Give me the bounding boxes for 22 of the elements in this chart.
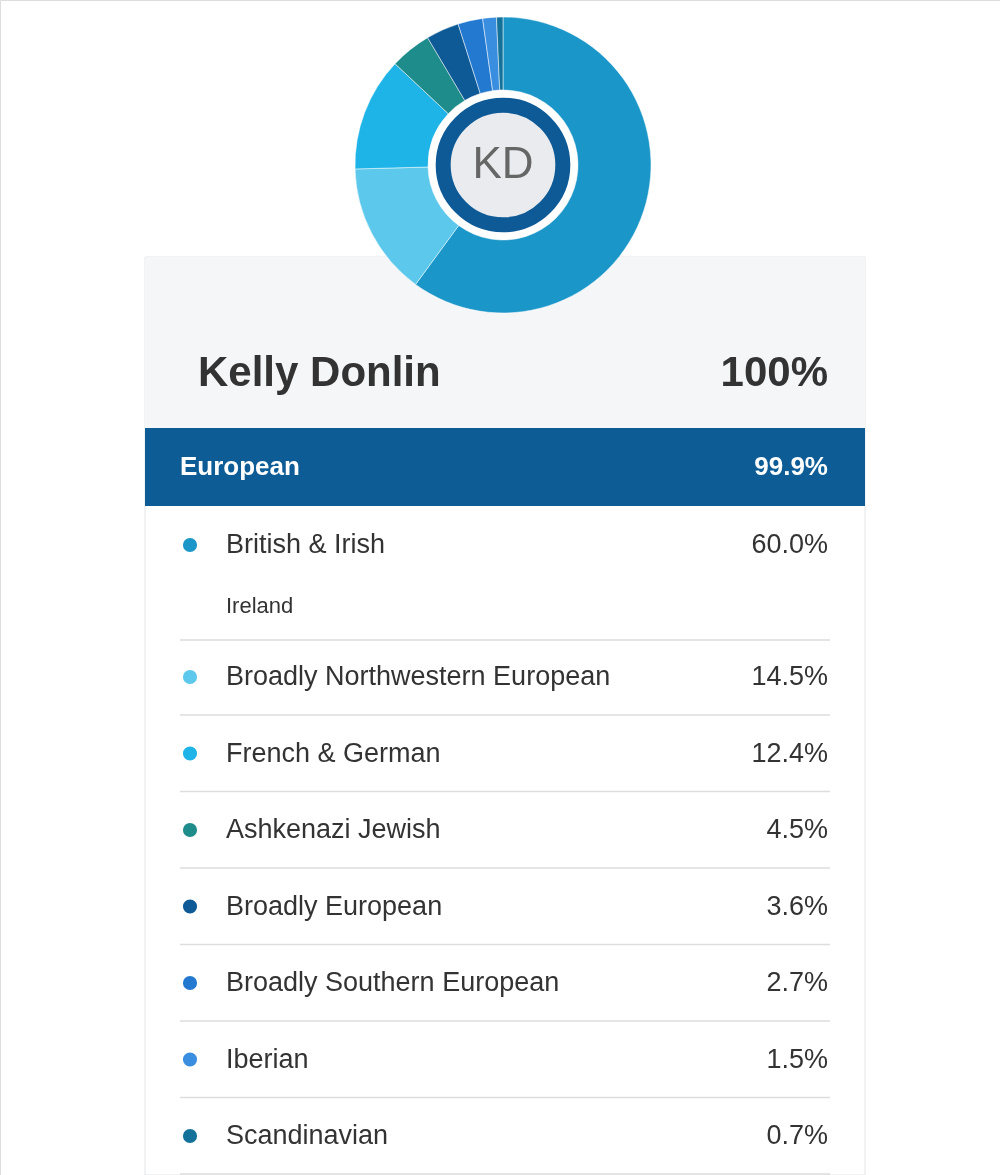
text: Kelly Donlin [198,348,441,395]
data-label: 0.7% [766,1120,828,1150]
text: European [180,451,300,481]
text: 100% [720,348,828,395]
text: Ireland [226,593,294,618]
data-label: 4.5% [766,814,828,844]
legend-label: Iberian [226,1043,309,1074]
data-label: 12.4% [751,737,828,768]
data-label: 60.0% [751,529,828,559]
legend-label: Ashkenazi Jewish [226,814,441,844]
legend-label: Broadly Northwestern European [226,661,611,691]
data-label: 14.5% [751,661,828,691]
data-label: 3.6% [766,890,828,921]
data-label: 2.7% [766,967,828,997]
legend-label: Broadly Southern European [226,967,560,997]
legend-label: Scandinavian [226,1120,389,1150]
data-label: 1.5% [766,1043,828,1074]
legend-label: Broadly European [226,890,443,921]
text: 99.9% [754,451,828,481]
legend-label: French & German [226,737,441,768]
legend-label: British & Irish [226,529,386,559]
text: KD [472,138,534,187]
